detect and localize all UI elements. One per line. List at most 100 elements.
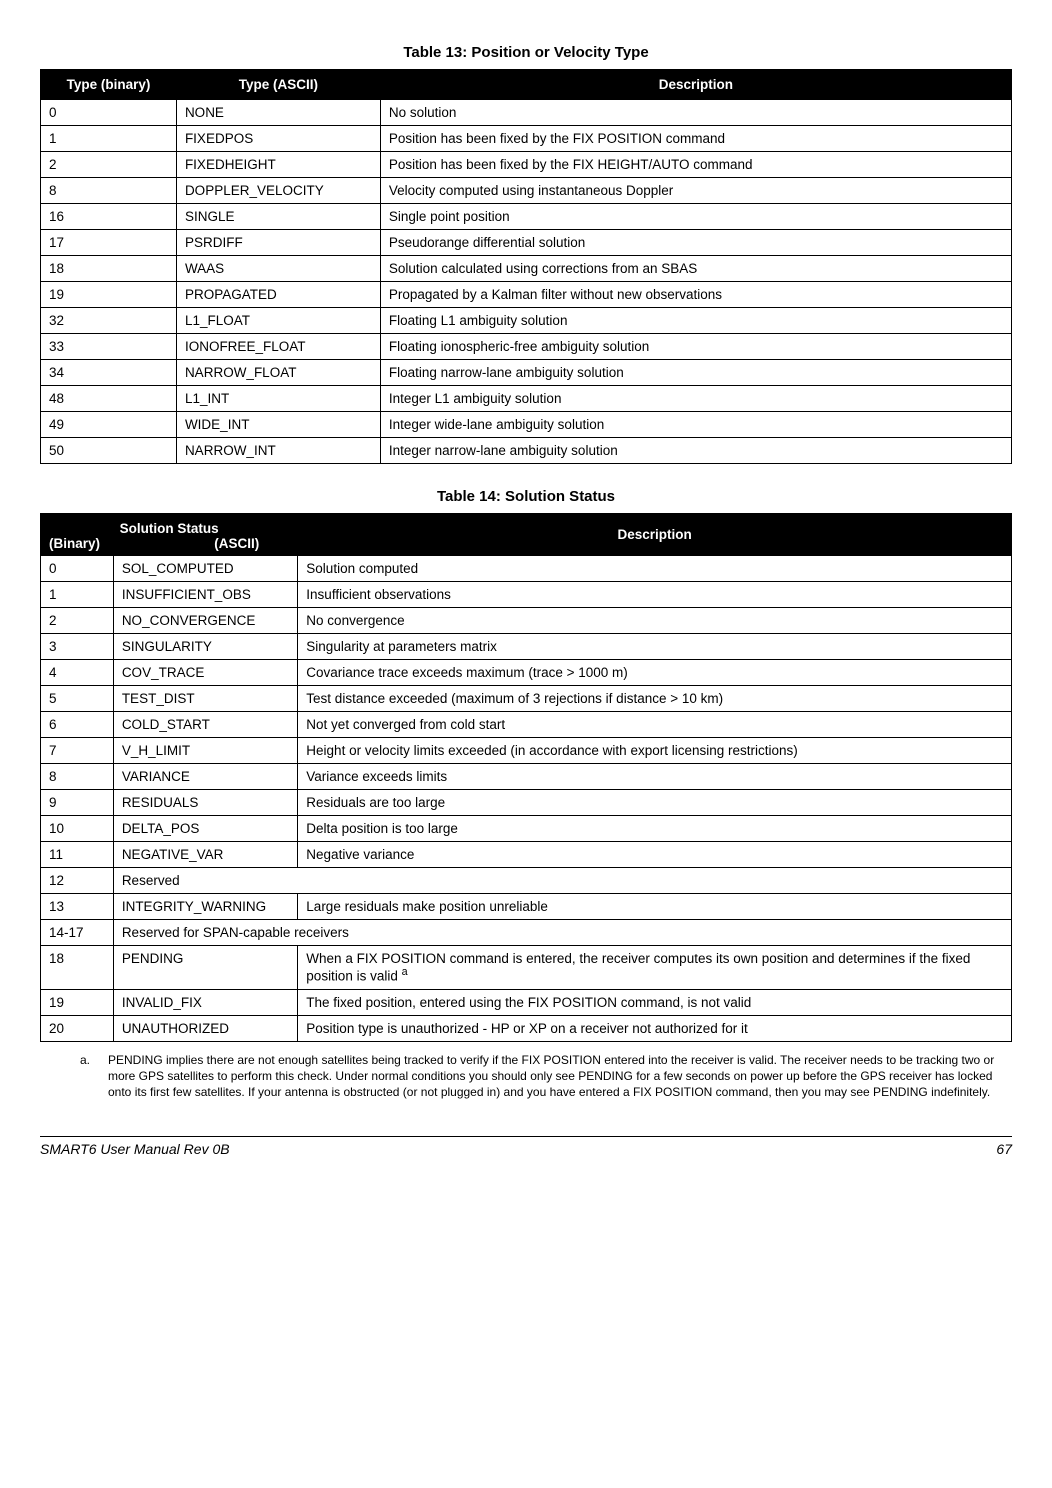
table-cell: Floating narrow-lane ambiguity solution (380, 360, 1011, 386)
table-cell: Reserved for SPAN-capable receivers (113, 920, 1011, 946)
table-cell: Large residuals make position unreliable (298, 894, 1012, 920)
table-cell: 8 (41, 764, 114, 790)
table-cell: 18 (41, 946, 114, 990)
table-cell: No solution (380, 100, 1011, 126)
table-row: 34NARROW_FLOATFloating narrow-lane ambig… (41, 360, 1012, 386)
table-cell: Floating L1 ambiguity solution (380, 308, 1011, 334)
table-cell: Position has been fixed by the FIX HEIGH… (380, 152, 1011, 178)
table-row: 5TEST_DISTTest distance exceeded (maximu… (41, 686, 1012, 712)
table-row: 18PENDINGWhen a FIX POSITION command is … (41, 946, 1012, 990)
table-cell: VARIANCE (113, 764, 297, 790)
t13-h3: Description (380, 70, 1011, 100)
table-cell: WIDE_INT (176, 412, 380, 438)
table-row: 49WIDE_INTInteger wide-lane ambiguity so… (41, 412, 1012, 438)
table-row: 4COV_TRACECovariance trace exceeds maxim… (41, 660, 1012, 686)
table-cell: NO_CONVERGENCE (113, 608, 297, 634)
table-cell: Test distance exceeded (maximum of 3 rej… (298, 686, 1012, 712)
table-row: 6COLD_STARTNot yet converged from cold s… (41, 712, 1012, 738)
table-cell: 33 (41, 334, 177, 360)
table-cell: 5 (41, 686, 114, 712)
table-cell: 10 (41, 816, 114, 842)
table-row: 19INVALID_FIXThe fixed position, entered… (41, 989, 1012, 1015)
table-row: 16SINGLESingle point position (41, 204, 1012, 230)
table14-title: Table 14: Solution Status (40, 488, 1012, 505)
table-cell: Floating ionospheric-free ambiguity solu… (380, 334, 1011, 360)
t14-header-group: Solution Status (Binary) (ASCII) (41, 514, 298, 556)
table-cell: No convergence (298, 608, 1012, 634)
table-row: 20UNAUTHORIZEDPosition type is unauthori… (41, 1015, 1012, 1041)
table-row: 1FIXEDPOSPosition has been fixed by the … (41, 126, 1012, 152)
table-cell: Pseudorange differential solution (380, 230, 1011, 256)
table-row: 7V_H_LIMITHeight or velocity limits exce… (41, 738, 1012, 764)
t14-sub-binary: (Binary) (49, 536, 100, 551)
footer-left: SMART6 User Manual Rev 0B (40, 1141, 230, 1157)
table-cell: 20 (41, 1015, 114, 1041)
table-cell: INSUFFICIENT_OBS (113, 582, 297, 608)
table-cell: IONOFREE_FLOAT (176, 334, 380, 360)
table-row: 3SINGULARITYSingularity at parameters ma… (41, 634, 1012, 660)
table-cell: COV_TRACE (113, 660, 297, 686)
table-cell: 2 (41, 152, 177, 178)
table-row: 0SOL_COMPUTEDSolution computed (41, 556, 1012, 582)
table-row: 18WAASSolution calculated using correcti… (41, 256, 1012, 282)
table-cell: 14-17 (41, 920, 114, 946)
table-row: 50NARROW_INTInteger narrow-lane ambiguit… (41, 438, 1012, 464)
table-cell: TEST_DIST (113, 686, 297, 712)
page-footer: SMART6 User Manual Rev 0B 67 (40, 1136, 1012, 1157)
t14-h-desc: Description (298, 514, 1012, 556)
table-cell: Position type is unauthorized - HP or XP… (298, 1015, 1012, 1041)
table-cell: 19 (41, 989, 114, 1015)
footnote-text: PENDING implies there are not enough sat… (108, 1052, 1012, 1101)
table-cell: Insufficient observations (298, 582, 1012, 608)
table-row: 10DELTA_POSDelta position is too large (41, 816, 1012, 842)
table-cell: FIXEDHEIGHT (176, 152, 380, 178)
table-cell: 13 (41, 894, 114, 920)
table-cell: SINGLE (176, 204, 380, 230)
table-cell: PROPAGATED (176, 282, 380, 308)
table-cell: Propagated by a Kalman filter without ne… (380, 282, 1011, 308)
table-cell: The fixed position, entered using the FI… (298, 989, 1012, 1015)
table-cell: Variance exceeds limits (298, 764, 1012, 790)
table-cell: Solution calculated using corrections fr… (380, 256, 1011, 282)
table-row: 1INSUFFICIENT_OBSInsufficient observatio… (41, 582, 1012, 608)
table-cell: SOL_COMPUTED (113, 556, 297, 582)
table-cell: Solution computed (298, 556, 1012, 582)
table-cell: 19 (41, 282, 177, 308)
table-row: 8VARIANCEVariance exceeds limits (41, 764, 1012, 790)
table-cell: DELTA_POS (113, 816, 297, 842)
table-row: 14-17Reserved for SPAN-capable receivers (41, 920, 1012, 946)
table-cell: 11 (41, 842, 114, 868)
table-cell: Integer narrow-lane ambiguity solution (380, 438, 1011, 464)
table-cell: 17 (41, 230, 177, 256)
table-cell: 34 (41, 360, 177, 386)
table-row: 2NO_CONVERGENCENo convergence (41, 608, 1012, 634)
table-cell: V_H_LIMIT (113, 738, 297, 764)
table-cell: 12 (41, 868, 114, 894)
table13: Type (binary) Type (ASCII) Description 0… (40, 69, 1012, 464)
t13-h1: Type (binary) (41, 70, 177, 100)
table-cell: Reserved (113, 868, 1011, 894)
table-row: 0NONENo solution (41, 100, 1012, 126)
table-cell: 0 (41, 100, 177, 126)
table-cell: 6 (41, 712, 114, 738)
table-cell: 18 (41, 256, 177, 282)
table-cell: 7 (41, 738, 114, 764)
table-cell: RESIDUALS (113, 790, 297, 816)
table-cell: 16 (41, 204, 177, 230)
table-cell: 49 (41, 412, 177, 438)
table-row: 12Reserved (41, 868, 1012, 894)
t13-h2: Type (ASCII) (176, 70, 380, 100)
table-cell: L1_FLOAT (176, 308, 380, 334)
table-cell: 32 (41, 308, 177, 334)
table-cell: Height or velocity limits exceeded (in a… (298, 738, 1012, 764)
footnote: a. PENDING implies there are not enough … (80, 1052, 1012, 1101)
table-row: 48L1_INTInteger L1 ambiguity solution (41, 386, 1012, 412)
table-cell: Residuals are too large (298, 790, 1012, 816)
table-cell: PSRDIFF (176, 230, 380, 256)
table-cell: 1 (41, 126, 177, 152)
table-row: 2FIXEDHEIGHTPosition has been fixed by t… (41, 152, 1012, 178)
table-cell: Integer L1 ambiguity solution (380, 386, 1011, 412)
table-cell: WAAS (176, 256, 380, 282)
table-cell: Integer wide-lane ambiguity solution (380, 412, 1011, 438)
t14-sub-ascii: (ASCII) (214, 536, 259, 551)
